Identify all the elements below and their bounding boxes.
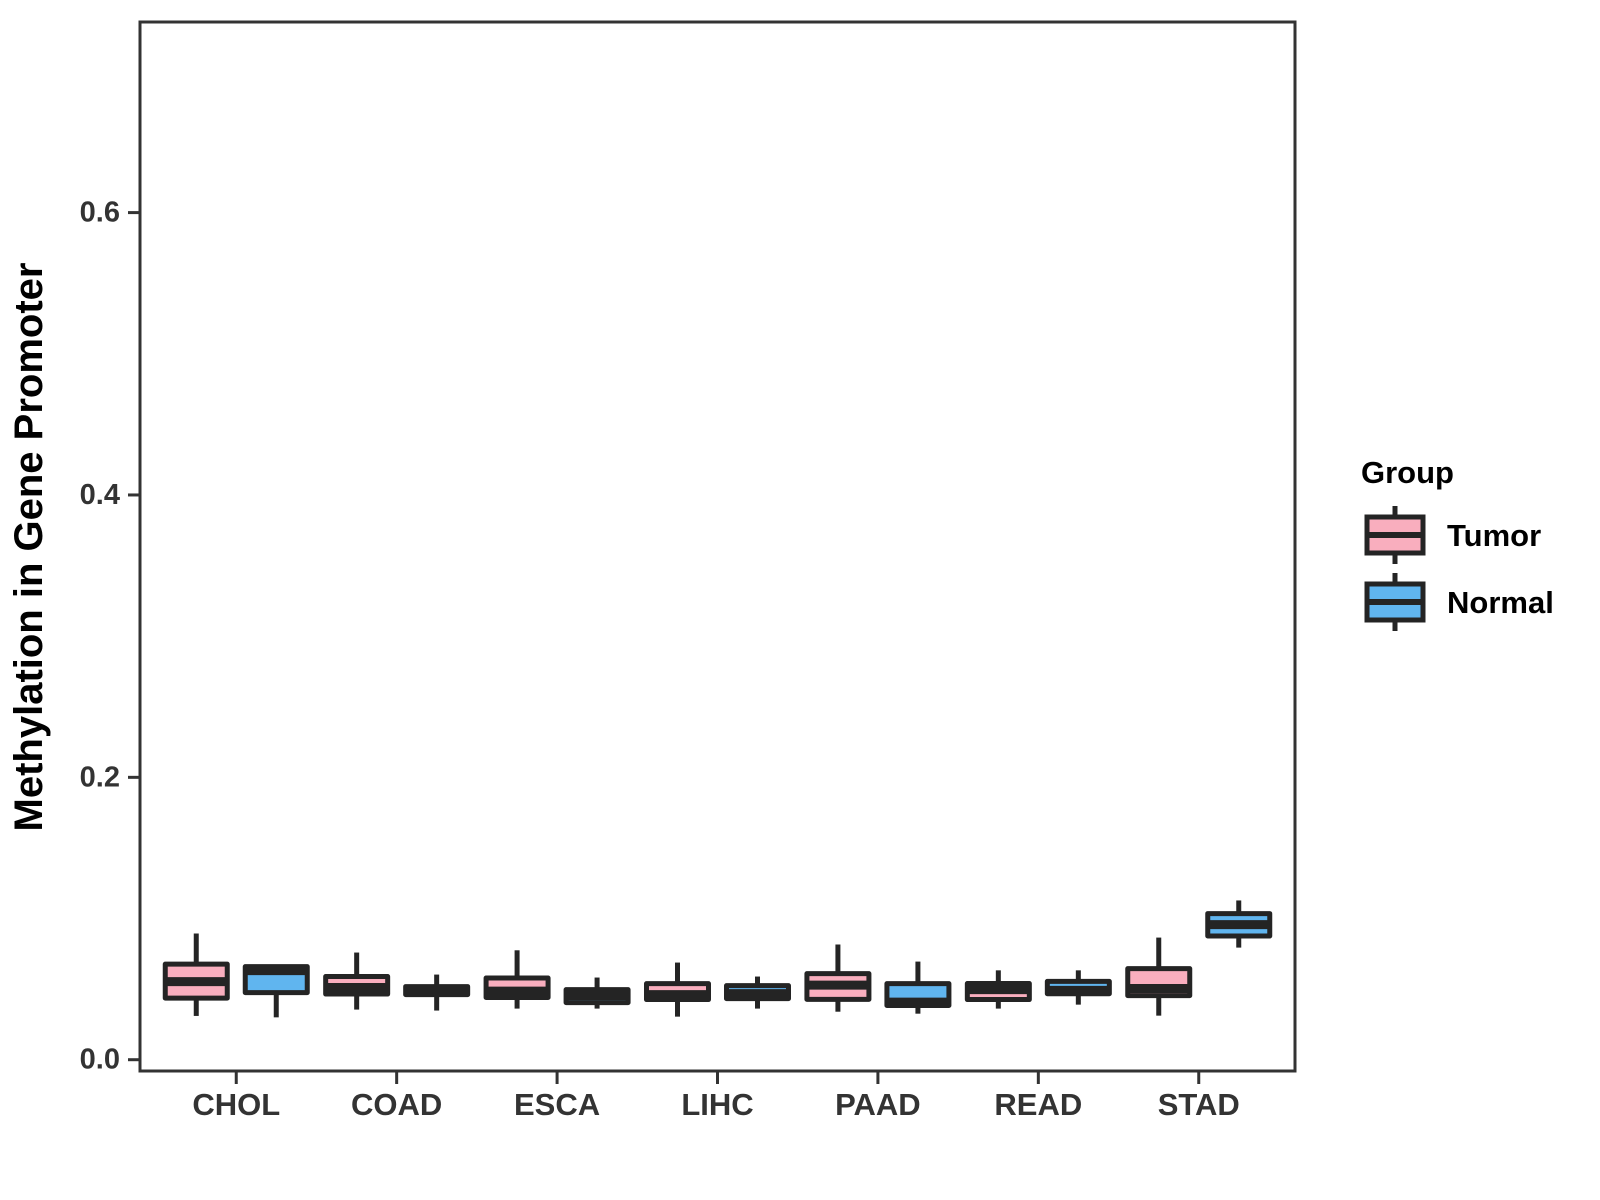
x-axis-category-label: PAAD [835, 1087, 921, 1122]
boxplot-esca-tumor [483, 950, 551, 1009]
legend-entry-label: Normal [1447, 585, 1554, 620]
boxplot-stad-normal [1205, 900, 1273, 948]
y-axis-tick-label: 0.2 [80, 761, 120, 793]
x-axis-category-label: CHOL [192, 1087, 280, 1122]
boxplot-chol-tumor [162, 933, 230, 1016]
boxplot-read-normal [1044, 970, 1112, 1005]
boxplot-paad-normal [884, 961, 952, 1014]
boxplot-lihc-tumor [644, 962, 711, 1017]
legend-title: Group [1361, 455, 1454, 490]
plot-panel-layer [138, 20, 1297, 1073]
boxplot-coad-tumor [323, 952, 391, 1010]
y-axis-tick-label: 0.6 [80, 197, 120, 229]
x-axis-category-label: READ [994, 1087, 1082, 1122]
plot-panel [138, 20, 1297, 1073]
x-axis-category-label: ESCA [514, 1087, 600, 1122]
boxplot-stad-tumor [1125, 937, 1193, 1016]
legend-entries: Tumor Normal [1364, 506, 1554, 631]
boxplot-chol-normal [242, 964, 310, 1018]
boxplot-layer [162, 900, 1273, 1018]
x-axis-category-label: LIHC [681, 1087, 753, 1122]
y-axis-tick-label: 0.0 [80, 1044, 120, 1076]
legend: Group Tumor Normal [1361, 455, 1554, 631]
boxplot-esca-normal [563, 977, 631, 1009]
legend-entry-label: Tumor [1447, 518, 1541, 553]
legend-entry-normal: Normal [1364, 573, 1554, 631]
y-axis-tick-label: 0.4 [80, 479, 120, 511]
legend-entry-tumor: Tumor [1364, 506, 1541, 564]
boxplot-read-tumor [964, 970, 1032, 1009]
axis-layer: 0.0 0.2 0.4 0.6 CHOL COAD ESCA LIHC PAAD READ STAD [80, 197, 1240, 1122]
boxplot-coad-normal [403, 974, 471, 1011]
x-axis-category-label: COAD [351, 1087, 442, 1122]
x-axis-category-label: STAD [1158, 1087, 1240, 1122]
boxplot-paad-tumor [804, 944, 872, 1012]
boxplot-lihc-normal [724, 976, 791, 1009]
y-axis-title: Methylation in Gene Promoter [7, 263, 51, 832]
